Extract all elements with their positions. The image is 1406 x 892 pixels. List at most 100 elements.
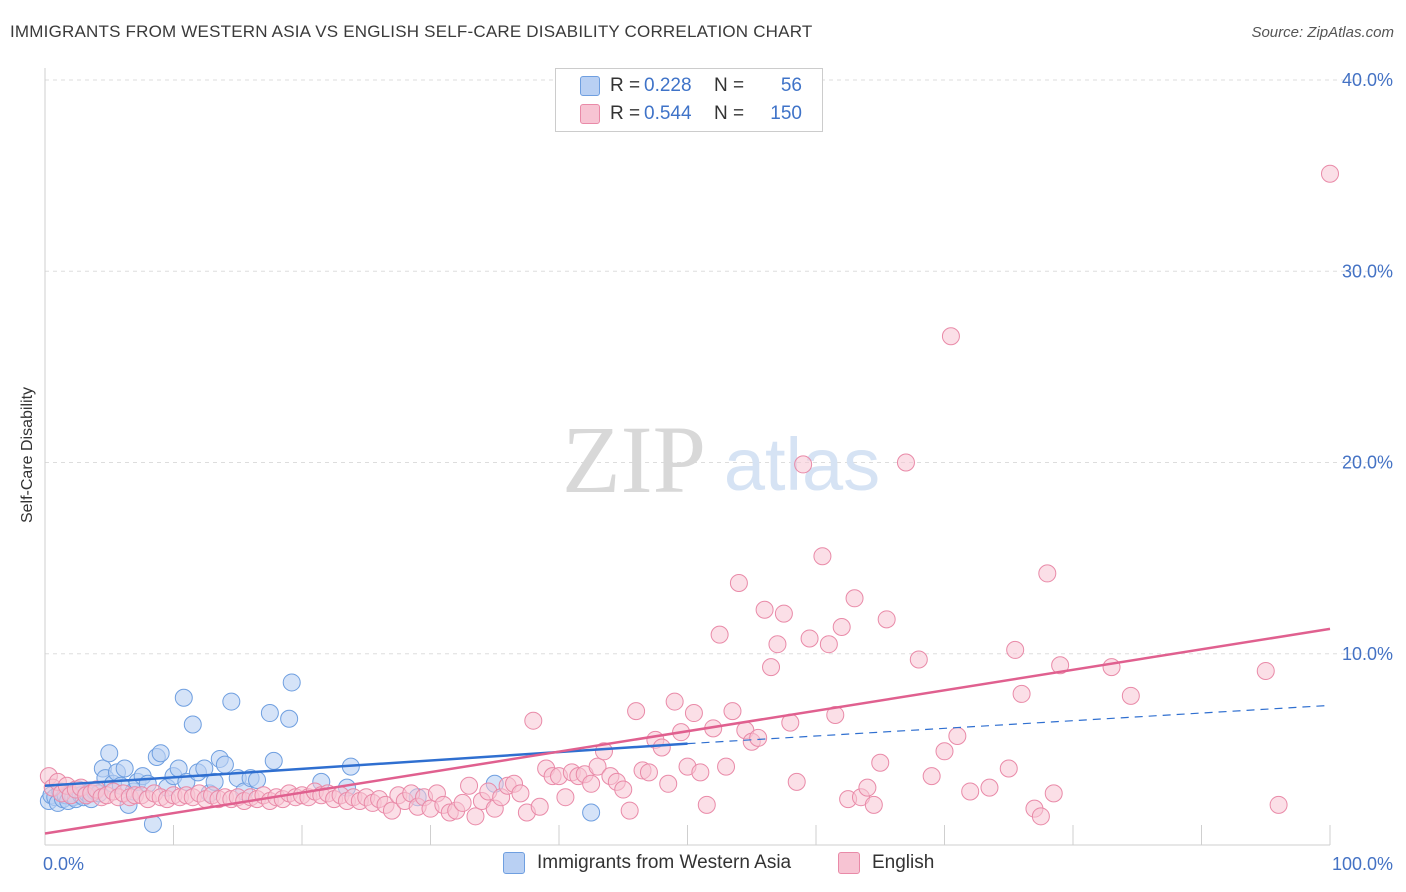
data-point-western-asia [260, 704, 279, 723]
legend-row-western-asia: R = 0.228 N = 56 [556, 73, 802, 99]
data-point-english [948, 726, 967, 745]
data-point-english [697, 795, 716, 814]
data-point-english [524, 711, 543, 730]
data-point-western-asia [183, 715, 202, 734]
r-value: 0.228 [644, 75, 692, 96]
data-point-english [627, 702, 646, 721]
tick-labels: 10.0% 20.0% 30.0% 40.0% 0.0% 100.0% [43, 70, 1393, 874]
n-label: N = [714, 103, 745, 124]
x-tick-label: 100.0% [1332, 854, 1393, 874]
data-point-english [1031, 807, 1050, 826]
data-point-western-asia [151, 744, 170, 763]
r-label: R = [610, 75, 641, 96]
legend-swatch-blue [503, 852, 525, 874]
data-point-english [652, 738, 671, 757]
n-label: N = [714, 75, 745, 96]
legend-item-english[interactable]: English [838, 852, 934, 874]
data-point-western-asia [215, 755, 234, 774]
axes [44, 68, 1331, 846]
data-point-western-asia [280, 709, 299, 728]
data-point-english [588, 757, 607, 776]
y-tick-label: 30.0% [1342, 261, 1393, 281]
data-point-english [691, 763, 710, 782]
data-point-english [1256, 661, 1275, 680]
source-note: Source: ZipAtlas.com [1251, 24, 1394, 41]
data-point-english [1051, 656, 1070, 675]
gridlines [45, 79, 1370, 655]
data-point-western-asia [115, 759, 134, 778]
data-point-western-asia [174, 688, 193, 707]
data-point-english [1012, 684, 1031, 703]
data-point-english [896, 453, 915, 472]
data-point-english [710, 625, 729, 644]
data-point-western-asia [248, 770, 267, 789]
data-point-english [582, 774, 601, 793]
data-point-english [749, 728, 768, 747]
data-point-english [614, 780, 633, 799]
data-point-english [980, 778, 999, 797]
data-point-english [813, 547, 832, 566]
data-point-english [794, 455, 813, 474]
data-point-english [639, 763, 658, 782]
correlation-legend: R = 0.228 N = 56 R = 0.544 N = 150 [555, 68, 823, 132]
data-point-english [729, 573, 748, 592]
data-point-english [941, 327, 960, 346]
data-point-english [717, 757, 736, 776]
trend-lines [44, 627, 1331, 835]
data-point-english [1044, 784, 1063, 803]
data-point-english [774, 604, 793, 623]
r-value: 0.544 [644, 103, 692, 124]
series-legend: Immigrants from Western Asia English [0, 852, 1406, 878]
data-point-english [620, 801, 639, 820]
data-point-english [1038, 564, 1057, 583]
data-point-english [858, 778, 877, 797]
data-point-english [762, 658, 781, 677]
data-point-english [922, 767, 941, 786]
data-point-english [935, 742, 954, 761]
legend-label: Immigrants from Western Asia [537, 852, 792, 873]
y-tick-label: 40.0% [1342, 70, 1393, 90]
legend-swatch-pink [838, 852, 860, 874]
y-tick-label: 10.0% [1342, 644, 1393, 664]
data-point-western-asia [195, 759, 214, 778]
data-point-western-asia [282, 673, 301, 692]
data-point-english [871, 753, 890, 772]
series-western-asia-points [39, 673, 601, 833]
legend-item-western-asia[interactable]: Immigrants from Western Asia [503, 852, 791, 874]
r-label: R = [610, 103, 641, 124]
data-point-english [864, 795, 883, 814]
legend-label: English [872, 852, 935, 873]
data-point-western-asia [222, 692, 241, 711]
data-point-english [1321, 164, 1339, 183]
data-point-western-asia [264, 751, 283, 770]
trend-line-western-asia [44, 742, 688, 787]
data-point-english [511, 784, 530, 803]
data-point-english [909, 650, 928, 669]
data-point-english [1006, 640, 1025, 659]
data-point-english [466, 807, 485, 826]
legend-row-english: R = 0.544 N = 150 [556, 101, 802, 127]
data-point-english [1121, 686, 1140, 705]
data-point-english [877, 610, 896, 629]
data-point-english [665, 692, 684, 711]
chart-title: IMMIGRANTS FROM WESTERN ASIA VS ENGLISH … [10, 22, 813, 41]
y-tick-label: 20.0% [1342, 453, 1393, 473]
legend-swatch-blue [580, 76, 600, 96]
data-point-western-asia [100, 744, 119, 763]
data-point-english [755, 600, 774, 619]
legend-swatch-pink [580, 104, 600, 124]
data-point-english [1102, 658, 1121, 677]
data-point-english [845, 589, 864, 608]
trend-line-english [44, 627, 1331, 835]
x-tick-label: 0.0% [43, 854, 84, 874]
data-point-english [594, 742, 613, 761]
data-point-english [659, 774, 678, 793]
data-point-english [382, 801, 401, 820]
data-point-english [684, 704, 703, 723]
data-point-english [530, 797, 549, 816]
data-point-english [460, 776, 479, 795]
data-point-english [961, 782, 980, 801]
trend-extension-western-asia [687, 704, 1331, 745]
data-point-english [723, 702, 742, 721]
